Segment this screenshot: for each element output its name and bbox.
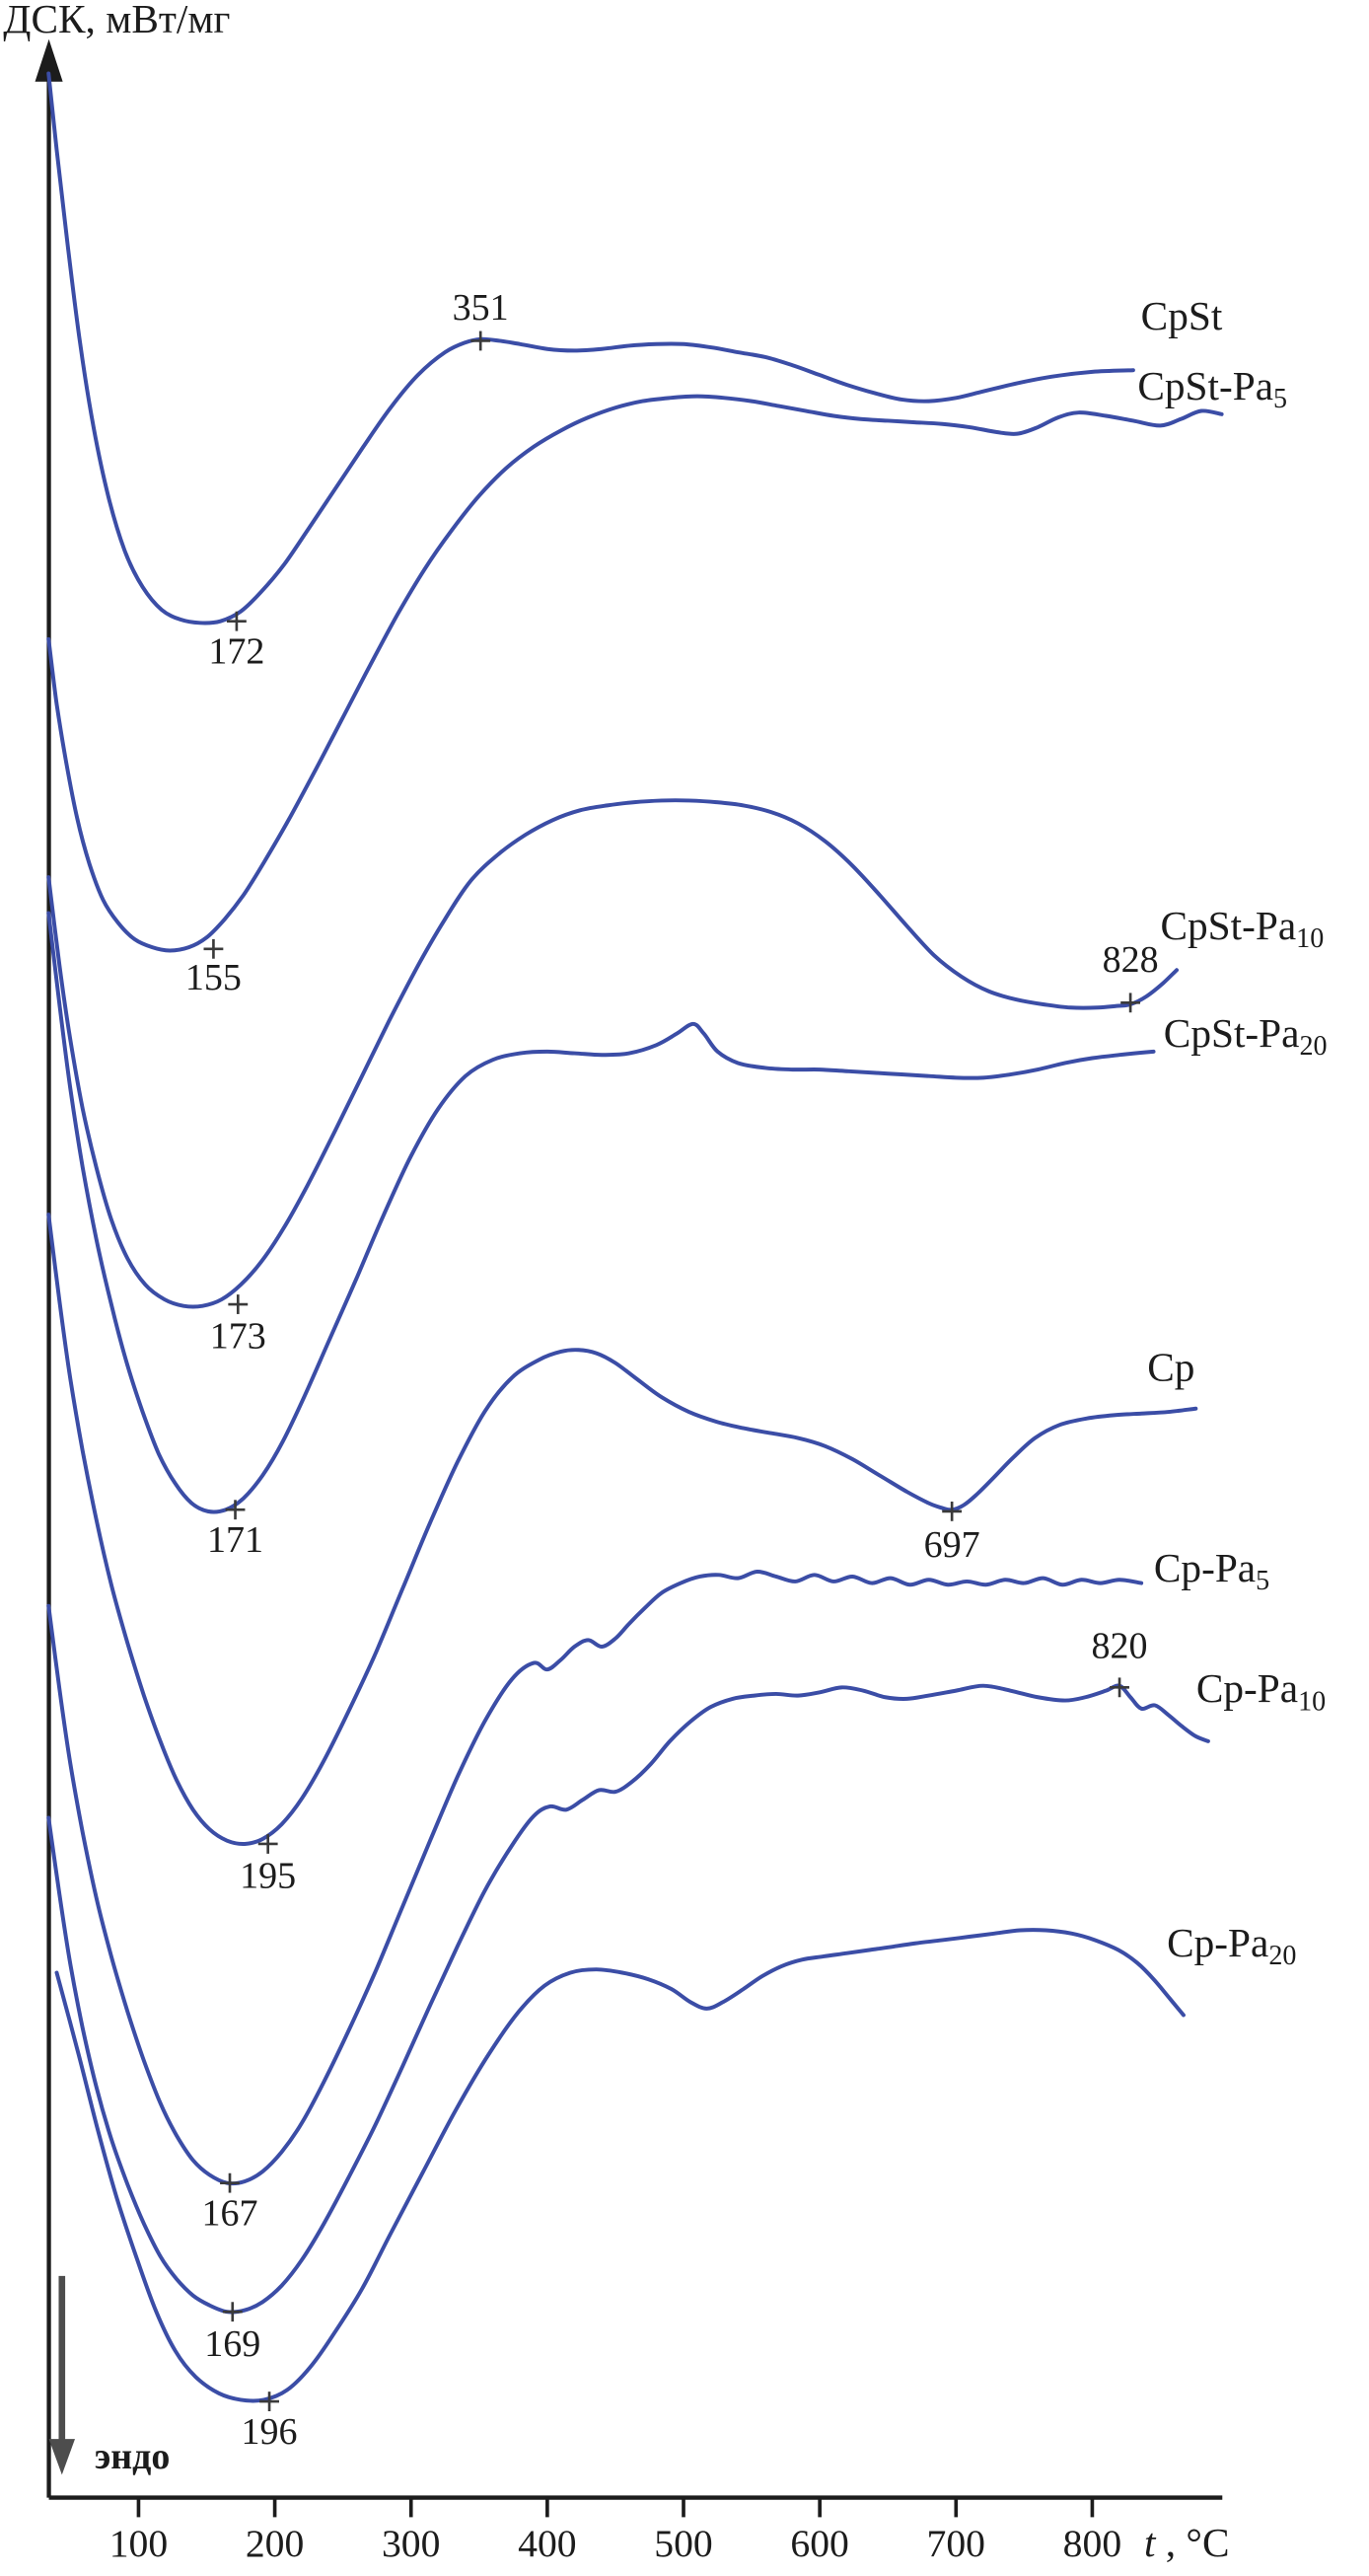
curve-label-base: Cp-Pa (1154, 1545, 1256, 1590)
peak-temperature-351: 351 (453, 287, 509, 329)
curve-label-base: Cp-Pa (1196, 1665, 1298, 1711)
x-axis-title-symbol: t (1144, 2520, 1157, 2565)
peak-temperature-167: 167 (202, 2193, 258, 2235)
peak-temperature-820: 820 (1092, 1626, 1148, 1667)
peak-temperature-155: 155 (185, 957, 242, 998)
curve-labels: CpStCpSt-Pa5CpSt-Pa10CpSt-Pa20CpCp-Pa5Cp… (1137, 293, 1327, 1971)
curve-label-base: CpSt (1141, 293, 1223, 338)
curve-label-base: Cp (1147, 1345, 1194, 1390)
x-tick-label-300: 300 (382, 2522, 440, 2565)
x-tick-label-500: 500 (654, 2522, 712, 2565)
peak-temperature-173: 173 (210, 1316, 266, 1358)
x-tick-label-600: 600 (790, 2522, 848, 2565)
peak-temperature-171: 171 (207, 1519, 263, 1561)
y-axis-arrowhead-icon (35, 38, 63, 82)
curve-label-CpSt-Pa10: CpSt-Pa10 (1160, 903, 1324, 954)
x-tick-label-700: 700 (927, 2522, 985, 2565)
peak-temperature-828: 828 (1103, 939, 1159, 981)
peak-temperature-172: 172 (208, 631, 264, 673)
curve-label-base: CpSt-Pa (1160, 903, 1296, 948)
dsc-curve-CpSt-Pa10 (46, 798, 1180, 1309)
x-axis-title-units: , °C (1166, 2520, 1230, 2565)
x-axis-ticks: 100 200 300 400 500 600 700 800 (109, 2497, 1121, 2565)
dsc-curves (46, 71, 1224, 2403)
peak-temperature-697: 697 (924, 1524, 980, 1566)
curve-label-subscript: 5 (1273, 384, 1287, 414)
dsc-curve-Cp (46, 1213, 1198, 1846)
curve-label-CpSt-Pa20: CpSt-Pa20 (1164, 1010, 1328, 1062)
x-tick-label-200: 200 (246, 2522, 304, 2565)
peak-temperature-196: 196 (242, 2411, 298, 2453)
peak-temperature-195: 195 (240, 1856, 296, 1897)
endo-label: эндо (95, 2436, 171, 2477)
curve-label-subscript: 10 (1296, 923, 1324, 954)
dsc-curve-Cp-Pa10 (46, 1683, 1210, 2315)
curve-label-base: CpSt-Pa (1164, 1010, 1300, 1056)
axes: ДСК, мВт/мг t , °C эндо (3, 0, 1229, 2565)
dsc-curve-Cp-Pa20 (54, 1928, 1186, 2403)
dsc-curve-CpSt-Pa20 (46, 911, 1156, 1514)
dsc-curve-CpSt (46, 71, 1135, 626)
curve-label-Cp-Pa20: Cp-Pa20 (1167, 1920, 1296, 1971)
curve-label-subscript: 10 (1298, 1686, 1326, 1717)
dsc-curve-CpSt-Pa5 (46, 394, 1224, 953)
x-tick-label-100: 100 (109, 2522, 168, 2565)
y-axis-title: ДСК, мВт/мг (3, 0, 230, 41)
x-axis-title: t , °C (1144, 2520, 1230, 2565)
x-tick-label-800: 800 (1063, 2522, 1121, 2565)
curve-label-CpSt-Pa5: CpSt-Pa5 (1137, 363, 1287, 414)
curve-label-CpSt: CpSt (1141, 293, 1223, 338)
curve-label-base: Cp-Pa (1167, 1920, 1268, 1965)
curve-label-base: CpSt-Pa (1137, 363, 1273, 408)
curve-label-Cp-Pa10: Cp-Pa10 (1196, 1665, 1326, 1717)
curve-label-subscript: 20 (1299, 1031, 1327, 1062)
endo-arrow-icon (48, 2275, 76, 2475)
curve-label-Cp-Pa5: Cp-Pa5 (1154, 1545, 1269, 1596)
endo-arrow-head (48, 2439, 76, 2475)
dsc-curve-Cp-Pa5 (46, 1570, 1144, 2186)
peak-annotations: 351 172 155 173 828 171 195 697 167 169 820 196 (185, 287, 1159, 2453)
curve-label-subscript: 20 (1268, 1941, 1296, 1971)
curve-label-Cp: Cp (1147, 1345, 1194, 1390)
peak-temperature-169: 169 (204, 2323, 260, 2365)
curve-label-subscript: 5 (1256, 1566, 1269, 1596)
x-tick-label-400: 400 (518, 2522, 576, 2565)
